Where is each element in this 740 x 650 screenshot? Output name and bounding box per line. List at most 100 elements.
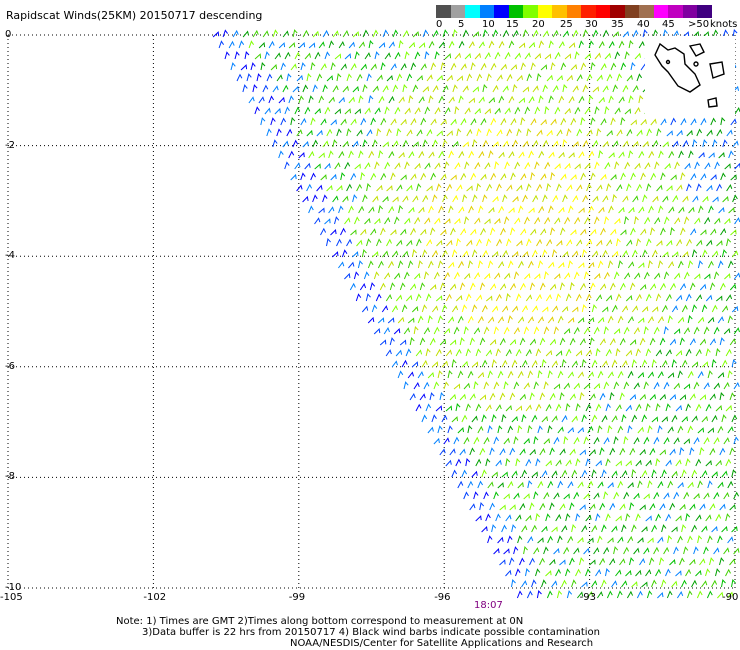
wind-barb (414, 216, 421, 225)
wind-barb (290, 63, 297, 71)
wind-barb (649, 283, 657, 291)
wind-barb (361, 249, 367, 258)
wind-barb (546, 183, 552, 192)
wind-barb (574, 51, 580, 60)
wind-barb (525, 458, 532, 467)
wind-barb (350, 118, 357, 126)
wind-barb (224, 51, 230, 60)
wind-barb (600, 173, 607, 181)
wind-barb (626, 128, 633, 137)
wind-barb (458, 206, 465, 214)
wind-barb (417, 260, 423, 269)
wind-barb (384, 161, 391, 170)
wind-barb (605, 458, 611, 467)
wind-barb (642, 194, 648, 203)
wind-barb (437, 370, 443, 379)
wind-speed-colorbar (436, 5, 712, 18)
wind-barb (549, 502, 555, 511)
wind-barb (609, 502, 616, 511)
colorbar-segment (537, 5, 552, 18)
wind-barb (598, 206, 605, 214)
wind-barb (722, 139, 728, 148)
wind-barb (714, 161, 720, 170)
wind-barb (621, 469, 628, 478)
wind-barb (551, 526, 558, 533)
wind-barb (540, 118, 547, 126)
wind-barb (434, 217, 441, 225)
wind-barb (511, 579, 516, 588)
wind-barb (399, 339, 407, 346)
wind-barb (432, 139, 438, 148)
wind-barb (625, 460, 632, 467)
wind-barb (430, 118, 437, 126)
wind-barb (573, 382, 580, 390)
wind-barb (588, 40, 594, 49)
wind-barb (701, 415, 708, 423)
wind-barb (590, 62, 596, 71)
wind-barb (384, 106, 390, 115)
wind-barb (567, 535, 574, 544)
wind-barb (509, 447, 516, 456)
wind-barb (354, 163, 361, 170)
wind-barb (614, 161, 620, 170)
wind-barb (581, 414, 587, 423)
wind-barb (619, 337, 626, 346)
wind-barb (678, 206, 685, 214)
wind-barb (568, 42, 576, 49)
wind-barb (448, 150, 454, 159)
wind-barb (671, 359, 677, 368)
wind-barb (649, 337, 656, 346)
wind-barb (733, 382, 740, 390)
wind-barb (651, 579, 657, 588)
wind-barb (731, 305, 739, 313)
wind-barb (557, 426, 564, 434)
wind-barb (258, 42, 266, 49)
wind-barb (615, 569, 622, 577)
wind-barb (342, 140, 349, 148)
wind-barb (662, 195, 669, 203)
wind-barb (631, 249, 638, 258)
wind-barb (288, 95, 294, 104)
wind-barb (555, 459, 562, 467)
wind-barb (482, 84, 488, 93)
wind-barb (651, 524, 658, 533)
wind-barb (724, 273, 731, 280)
wind-barb (535, 348, 542, 357)
wind-barb (489, 447, 495, 456)
wind-barb (703, 546, 709, 555)
wind-barb (639, 448, 646, 456)
wind-barb (427, 260, 434, 269)
wind-barb (668, 206, 675, 214)
wind-barb (399, 282, 406, 291)
wind-barb (719, 557, 725, 566)
wind-barb (466, 128, 473, 137)
wind-barb (682, 139, 689, 148)
wind-barb (623, 546, 630, 555)
wind-barb (649, 447, 656, 456)
wind-barb (496, 183, 502, 192)
wind-barb (463, 326, 469, 335)
wind-barb (262, 30, 269, 38)
wind-barb (721, 470, 728, 478)
wind-barb (499, 504, 506, 511)
wind-barb (617, 370, 624, 379)
wind-barb (713, 547, 720, 555)
wind-barb (511, 524, 517, 533)
wind-barb (671, 526, 678, 533)
wind-barb (420, 228, 427, 236)
wind-barb (495, 348, 501, 357)
wind-barb (467, 370, 474, 379)
wind-barb (587, 480, 594, 489)
wind-barb (594, 52, 601, 60)
wind-barb (545, 460, 552, 467)
colorbar-segment (624, 5, 639, 18)
wind-barb (419, 282, 426, 291)
wind-barb (730, 174, 737, 181)
wind-barb (626, 590, 634, 599)
wind-barb (621, 414, 627, 423)
wind-barb (394, 51, 401, 60)
wind-barb (597, 316, 605, 324)
wind-barb (392, 29, 399, 38)
wind-barb (605, 568, 610, 577)
